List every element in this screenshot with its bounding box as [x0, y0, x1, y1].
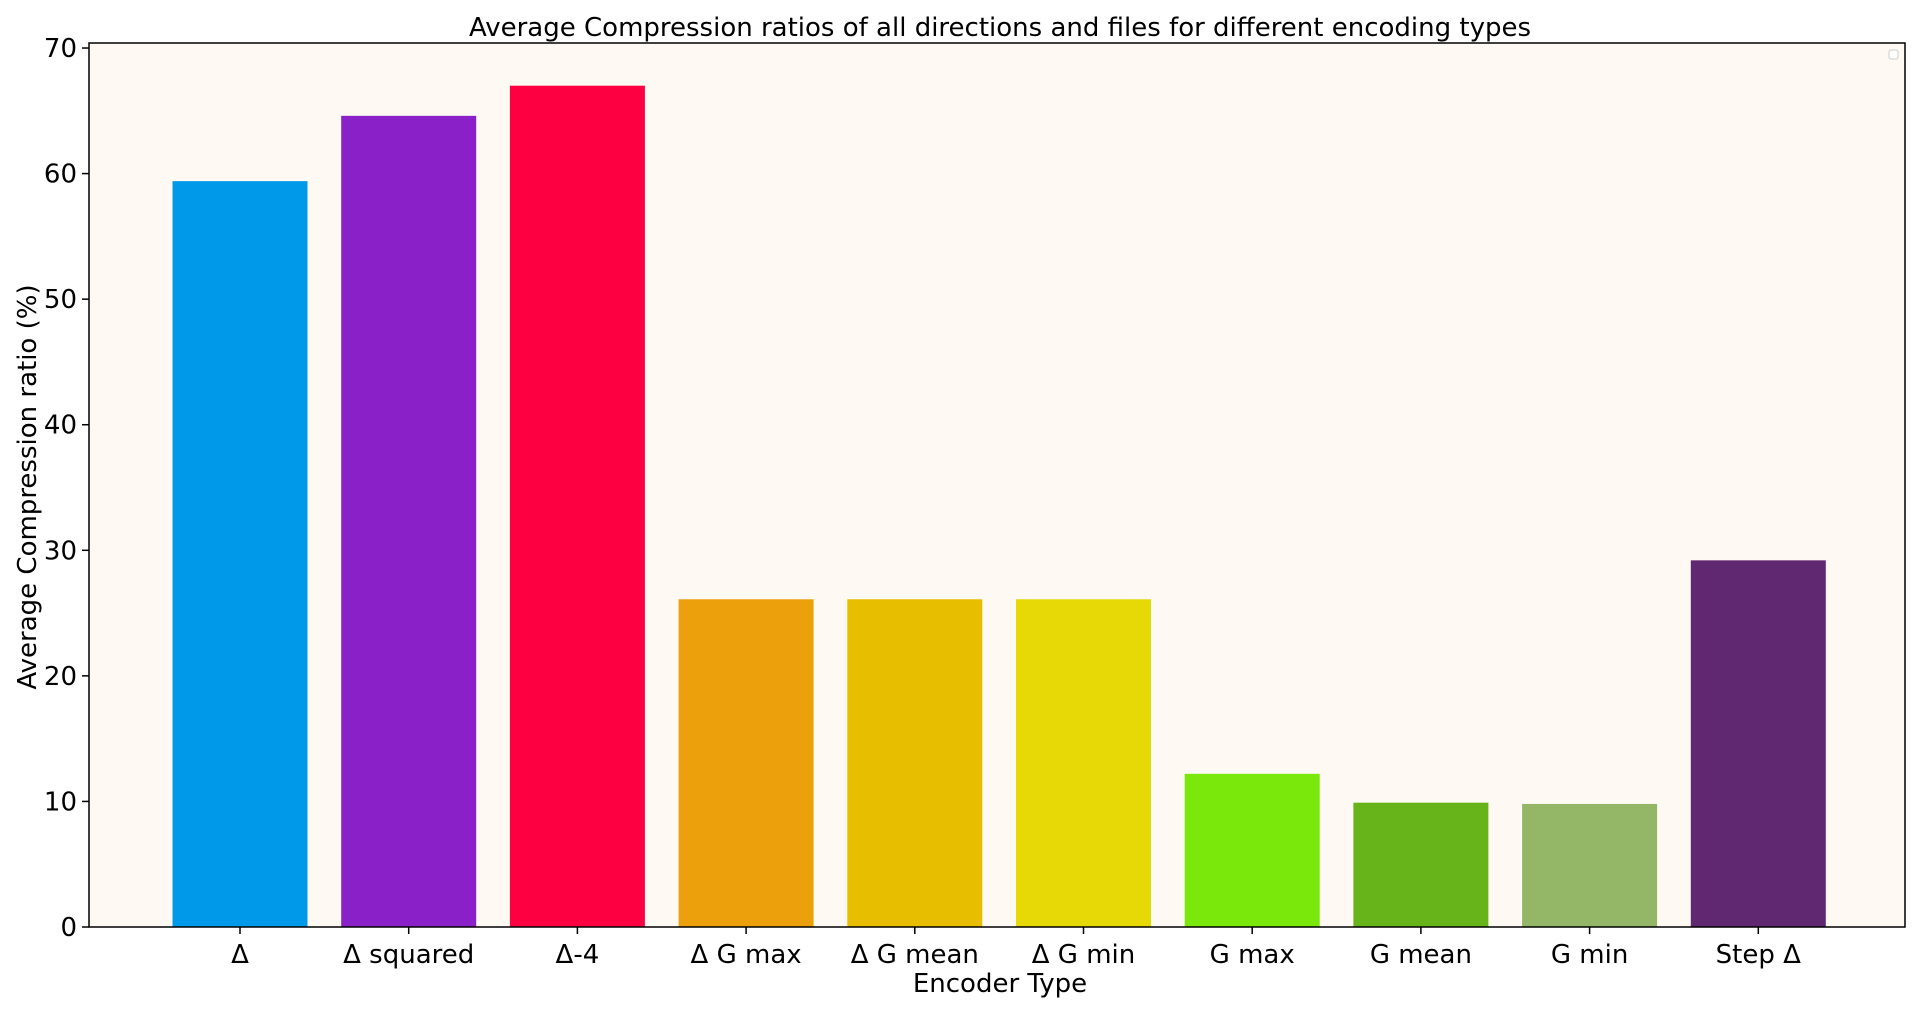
x-tick-label: Δ G max: [691, 940, 802, 970]
bar: [172, 181, 308, 927]
x-tick-label: Δ G mean: [851, 940, 979, 970]
bar: [1522, 803, 1658, 927]
bar: [1353, 802, 1489, 927]
y-tick-label: 0: [60, 913, 77, 943]
plot-frame: [88, 42, 1906, 928]
plot-area: 0 10 20 30 40 50 60 70 Δ Δ squared Δ-4 Δ G max Δ G …: [44, 34, 1906, 970]
x-tick-label: Δ-4: [556, 940, 600, 970]
bar: [1690, 560, 1826, 927]
x-tick-label: Step Δ: [1716, 940, 1801, 970]
legend-box: [1888, 49, 1899, 60]
bar: [1184, 773, 1320, 927]
y-tick-label: 50: [44, 285, 77, 315]
y-axis: 0 10 20 30 40 50 60 70: [44, 34, 89, 943]
bars: [172, 85, 1826, 928]
y-tick-label: 20: [44, 662, 77, 692]
x-tick-label: Δ: [231, 940, 249, 970]
x-tick-label: G min: [1551, 940, 1628, 970]
x-axis: Δ Δ squared Δ-4 Δ G max Δ G mean Δ G min G max…: [231, 927, 1801, 970]
y-tick-label: 40: [44, 411, 77, 441]
x-tick-label: G mean: [1370, 940, 1472, 970]
legend: [1888, 49, 1899, 60]
x-tick-label: Δ G min: [1032, 940, 1136, 970]
bar: [509, 85, 645, 928]
y-tick-label: 10: [44, 787, 77, 817]
y-tick-label: 60: [44, 160, 77, 190]
bar: [847, 599, 983, 927]
y-tick-label: 30: [44, 536, 77, 566]
x-tick-label: Δ squared: [343, 940, 474, 970]
x-axis-label: Encoder Type: [913, 969, 1087, 999]
y-tick-label: 70: [44, 34, 77, 64]
bar: [678, 599, 814, 927]
bar: [1016, 599, 1151, 927]
y-axis-label: Average Compression ratio (%): [13, 284, 43, 689]
x-tick-label: G max: [1210, 940, 1295, 970]
chart-title: Average Compression ratios of all direct…: [469, 13, 1531, 43]
bar: [341, 115, 477, 928]
